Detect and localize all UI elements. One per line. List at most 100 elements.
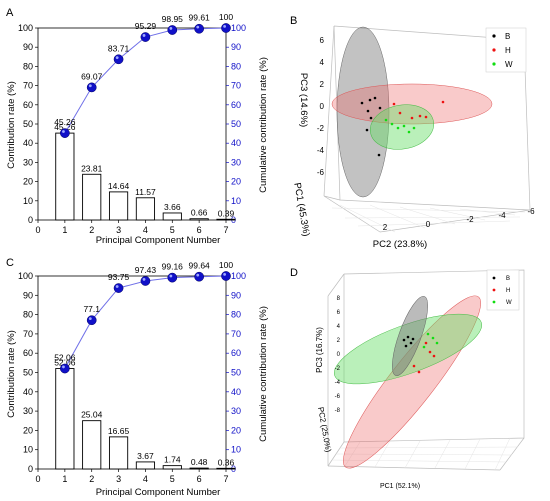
- panel-c-ytick-label: 90: [23, 290, 33, 300]
- panel-d-point: [426, 332, 430, 336]
- panel-c-bar-label: 16.65: [108, 426, 130, 436]
- panel-c-xtick-label: 5: [170, 474, 175, 484]
- panel-label-c: C: [6, 257, 14, 269]
- panel-a-cumulative-point: [60, 128, 70, 138]
- panel-b-ylabel: PC3 (14.6%): [298, 73, 309, 127]
- panel-c-cumulative-label: 77.1: [83, 304, 100, 314]
- panel-d-point: [431, 336, 435, 340]
- panel-c-ytick-label: 80: [23, 310, 33, 320]
- panel-d-vertical-ticks: 8 6 4 2 0 -2 -4 -6 -8: [335, 296, 341, 414]
- panel-b-dtick: 2: [383, 223, 388, 232]
- panel-b-dtick: 0: [426, 220, 431, 229]
- panel-a-y2tick-label: 60: [231, 100, 241, 110]
- panel-b-point: [369, 116, 373, 120]
- panel-c-cumulative-point-highlight: [115, 285, 119, 288]
- panel-a-bar-label: 11.57: [135, 187, 156, 197]
- panel-b-zlabel: PC1 (45.3%): [291, 182, 311, 237]
- panel-b-grid-line: [339, 204, 396, 233]
- panel-a-ytick-label: 0: [28, 215, 33, 225]
- panel-c-bar-label: 0.36: [218, 457, 235, 467]
- panel-c-cumulative-label: 99.16: [162, 262, 184, 272]
- panel-c-cumulative-label: 52.06: [54, 353, 76, 363]
- panel-c-bar-label: 0.48: [191, 457, 208, 467]
- panel-c-chart: 0010102020303040405050606070708080909010…: [6, 260, 269, 498]
- panel-a-y2tick-label: 10: [231, 196, 241, 206]
- panel-b-vertical-ticks: 6 4 2 0 -2 -4 -6: [317, 36, 325, 177]
- panel-a-xtick-label: 3: [116, 225, 121, 235]
- panel-a-ytick-label: 40: [23, 138, 33, 148]
- panel-d-vtick: 0: [337, 352, 341, 358]
- panel-a-cumulative-label: 100: [219, 12, 233, 22]
- panel-c-y2tick-label: 50: [231, 368, 241, 378]
- panel-a-y2tick-label: 40: [231, 138, 241, 148]
- panel-d-legend-marker-b: [492, 276, 496, 280]
- panel-c-bar: [55, 368, 75, 470]
- panel-d-legend-marker-h: [492, 288, 496, 292]
- panel-b-points-b: [360, 96, 382, 157]
- panel-d-zlabel: PC2 (25.0%): [316, 406, 333, 453]
- panel-a-bar: [82, 173, 102, 221]
- panel-c-bar: [189, 467, 209, 470]
- panel-a-ytick-label: 30: [23, 157, 33, 167]
- panel-b-vtick: -4: [317, 146, 325, 155]
- panel-a-chart: 0010102020303040405050606070708080909010…: [6, 12, 269, 246]
- panel-d-points-h: [412, 341, 436, 374]
- panel-d-ellipse-b: [392, 296, 428, 376]
- panel-a-bar: [108, 191, 129, 221]
- panel-b-grid-line: [344, 216, 521, 219]
- panel-a-y2label: Cumulative contribution rate (%): [258, 57, 269, 193]
- panel-c-ytick-label: 0: [28, 464, 33, 474]
- panel-b-dtick: -6: [527, 207, 535, 216]
- panel-d-legend: B H W: [486, 269, 520, 311]
- panel-c-cumulative-point: [140, 276, 151, 286]
- panel-d-edge: [327, 465, 501, 471]
- panel-b-point: [377, 153, 381, 157]
- panel-d-point: [428, 350, 432, 354]
- panel-a-y2tick-label: 20: [231, 177, 241, 187]
- panel-a-cumulative-label: 99.61: [189, 13, 211, 23]
- panel-c-cumulative-label: 100: [219, 260, 233, 270]
- panel-d-point: [412, 364, 416, 368]
- panel-b-legend-label-w: W: [505, 60, 513, 69]
- panel-b-point: [366, 109, 370, 113]
- panel-c-y2tick-label: 60: [231, 348, 241, 358]
- panel-a-y2tick-label: 50: [231, 119, 241, 129]
- panel-b-chart: 6 4 2 0 -2 -4 -6 2 0 -2 -4 -6 PC3 (14.6%…: [291, 25, 535, 250]
- panel-d-points-b: [402, 335, 415, 348]
- panel-a-xtick-label: 4: [143, 225, 148, 235]
- panel-c-ytick-label: 50: [23, 368, 33, 378]
- panel-b-grid-line: [459, 208, 516, 216]
- panel-c-y2tick-label: 20: [231, 425, 241, 435]
- panel-a-cumulative-point: [221, 23, 231, 33]
- panel-b-grid-line: [331, 207, 526, 213]
- panel-c-xtick-label: 0: [35, 474, 40, 484]
- panel-a-xtick-label: 0: [35, 225, 40, 235]
- panel-b-vtick: 2: [320, 80, 325, 89]
- panel-b-point: [402, 124, 406, 128]
- panel-d-legend-marker-w: [492, 300, 496, 304]
- panel-b-edge: [323, 195, 341, 201]
- panel-d-point: [402, 338, 406, 342]
- panel-b-ellipse-w: [370, 104, 434, 150]
- panel-b-point: [373, 96, 377, 100]
- panel-a-ytick-label: 70: [23, 81, 33, 91]
- panel-b-legend-label-h: H: [505, 46, 511, 55]
- panel-d-point: [435, 341, 439, 345]
- panel-a-cumulative-point-highlight: [169, 27, 173, 30]
- panel-c-bar: [82, 420, 102, 470]
- panel-d-vtick: -6: [335, 394, 341, 400]
- panel-c-bar: [135, 461, 156, 470]
- panel-b-dtick: -4: [498, 211, 506, 220]
- panel-b-ellipse-b: [336, 26, 390, 198]
- panel-a-cumulative-label: 95.29: [135, 21, 157, 31]
- panel-c-bar-label: 1.74: [164, 455, 181, 465]
- panel-a-ytick-label: 90: [23, 42, 33, 52]
- panel-a-cumulative-point-highlight: [115, 56, 119, 60]
- panel-a-xtick-label: 2: [89, 225, 94, 235]
- panel-a-bar-label: 23.81: [81, 163, 103, 173]
- panel-d-floor-grid: [331, 437, 519, 471]
- panel-c-cumulative-point-highlight: [62, 365, 65, 369]
- panel-c-bar: [162, 465, 182, 470]
- panel-d-grid-line: [374, 440, 391, 468]
